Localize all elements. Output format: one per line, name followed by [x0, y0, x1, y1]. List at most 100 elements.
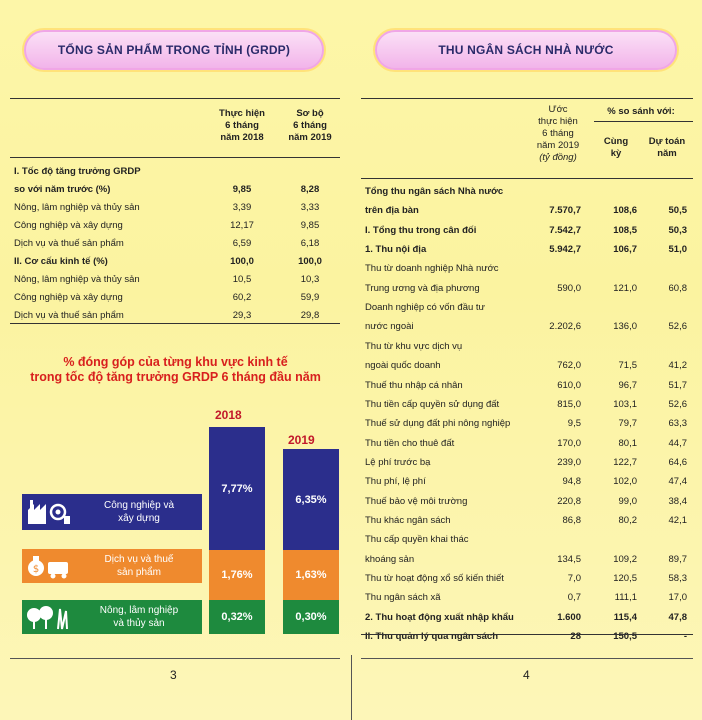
factory-icon — [26, 498, 72, 526]
row-label: nước ngoài — [365, 321, 414, 332]
row-value: 7,0 — [567, 573, 581, 584]
row-label: 1. Thu nội địa — [365, 244, 427, 255]
year-label-2019: 2019 — [288, 433, 315, 447]
page-left: TỔNG SẢN PHẨM TRONG TỈNH (GRDP) Thực hiệ… — [10, 30, 340, 682]
table-head-rule — [361, 178, 693, 179]
row-value: 3,33 — [300, 202, 320, 213]
row-label: Thu từ hoạt động xổ số kiến thiết — [365, 573, 504, 584]
row-label: Lệ phí trước bạ — [365, 457, 431, 468]
group-rule — [594, 121, 693, 122]
row-value: 2.202,6 — [549, 321, 581, 332]
row-value: 762,0 — [557, 360, 581, 371]
table-head-rule — [10, 157, 340, 158]
data-label: 0,30% — [295, 611, 327, 623]
row-label: Nông, lâm nghiệp và thủy sản — [14, 274, 140, 285]
row-label: Doanh nghiệp có vốn đầu tư — [365, 302, 485, 313]
row-value: 28 — [570, 631, 581, 642]
table-bottom-rule — [10, 323, 340, 324]
row-label: Nông, lâm nghiệp và thủy sản — [14, 202, 140, 213]
row-label: Thuế sử dụng đất phi nông nghiệp — [365, 418, 511, 429]
chart-title: % đóng góp của từng khu vực kinh tế tron… — [30, 355, 321, 384]
col-head-annual-estimate: Dự toán năm — [648, 136, 686, 159]
row-value: 38,4 — [668, 496, 688, 507]
row-value: 94,8 — [562, 476, 582, 487]
row-label: trên địa bàn — [365, 205, 419, 216]
row-value: 12,17 — [230, 220, 254, 231]
row-label: Thu tiền cấp quyền sử dụng đất — [365, 399, 500, 410]
col-head-group: % so sánh với: — [607, 106, 675, 117]
row-value: 220,8 — [557, 496, 581, 507]
row-value: 136,0 — [613, 321, 637, 332]
row-value: 51,7 — [668, 380, 688, 391]
bar-segment: 0,32% — [209, 600, 265, 634]
row-label: 2. Thu hoạt động xuất nhập khẩu — [365, 612, 514, 623]
row-value: 71,5 — [618, 360, 638, 371]
data-label: 0,32% — [221, 611, 253, 623]
row-label: II. Thu quản lý qua ngân sách — [365, 631, 499, 642]
row-value: 150,5 — [613, 631, 637, 642]
row-value: 170,0 — [557, 438, 581, 449]
row-value: 5.942,7 — [549, 244, 581, 255]
row-value: 120,5 — [613, 573, 637, 584]
row-label: Thu ngân sách xã — [365, 592, 441, 603]
row-value: 51,0 — [668, 244, 688, 255]
row-value: 1.600 — [557, 612, 581, 623]
row-label: Công nghiệp và xây dựng — [14, 292, 123, 303]
grdp-banner: TỔNG SẢN PHẨM TRONG TỈNH (GRDP) — [24, 30, 324, 70]
row-label: Thuế thu nhập cá nhân — [365, 380, 463, 391]
col-head-2018: Thực hiện 6 tháng năm 2018 — [219, 108, 265, 143]
bar-segment: 0,30% — [283, 600, 339, 634]
row-value: 96,7 — [618, 380, 638, 391]
row-value: 6,18 — [300, 238, 320, 249]
row-value: 7.570,7 — [549, 205, 581, 216]
row-value: 80,2 — [618, 515, 638, 526]
row-value: 7.542,7 — [549, 225, 581, 236]
data-label: 6,35% — [295, 493, 327, 506]
table-top-rule — [361, 98, 693, 99]
row-value: 8,28 — [300, 184, 320, 195]
page-right: THU NGÂN SÁCH NHÀ NƯỚC Ước thực hiện 6 th… — [351, 0, 702, 720]
row-value: 60,8 — [668, 283, 688, 294]
row-label: Dịch vụ và thuế sản phẩm — [14, 310, 124, 321]
row-value: 80,1 — [618, 438, 638, 449]
row-value: 102,0 — [613, 476, 637, 487]
page-number: 4 — [523, 668, 530, 682]
row-value: 9,5 — [567, 418, 581, 429]
footer-rule — [10, 658, 340, 659]
row-value: 134,5 — [557, 554, 581, 565]
row-label: Thu tiền cho thuê đất — [365, 438, 455, 449]
col-head-2019: Sơ bộ 6 tháng năm 2019 — [288, 108, 332, 143]
row-value: 239,0 — [557, 457, 581, 468]
row-label: Trung ương và địa phương — [365, 283, 480, 294]
legend-services: $ Dịch vụ và thuế sản phẩm — [22, 549, 202, 583]
bar-segment: 7,77% — [209, 427, 265, 550]
row-label: Thu cấp quyền khai thác — [365, 534, 469, 545]
row-value: 63,3 — [668, 418, 688, 429]
row-value: 815,0 — [557, 399, 581, 410]
row-value: 109,2 — [613, 554, 637, 565]
row-label: so với năm trước (%) — [14, 184, 111, 195]
row-value: 106,7 — [613, 244, 637, 255]
row-value: 0,7 — [567, 592, 581, 603]
table-top-rule — [10, 98, 340, 99]
data-label: 1,63% — [295, 569, 327, 581]
row-value: 17,0 — [668, 592, 688, 603]
row-label: Thu phí, lệ phí — [365, 476, 426, 487]
row-value: 10,3 — [300, 274, 320, 285]
data-label: 7,77% — [221, 482, 253, 495]
row-value: 50,3 — [668, 225, 688, 236]
row-value: 89,7 — [668, 554, 688, 565]
row-value: 86,8 — [562, 515, 582, 526]
row-label: Thu từ khu vực dịch vụ — [365, 341, 463, 352]
row-label: Thu khác ngân sách — [365, 515, 451, 526]
row-value: 47,8 — [668, 612, 688, 623]
col-head-same-period: Cùng kỳ — [603, 136, 629, 159]
row-value: 50,5 — [668, 205, 688, 216]
bar-segment: 1,63% — [283, 550, 339, 600]
row-value: 58,3 — [668, 573, 688, 584]
row-value: 111,1 — [614, 592, 637, 603]
row-value: 99,0 — [618, 496, 638, 507]
trees-icon — [26, 603, 72, 631]
legend-agriculture: Nông, lâm nghiệp và thủy sản — [22, 600, 202, 634]
row-value: 122,7 — [613, 457, 637, 468]
